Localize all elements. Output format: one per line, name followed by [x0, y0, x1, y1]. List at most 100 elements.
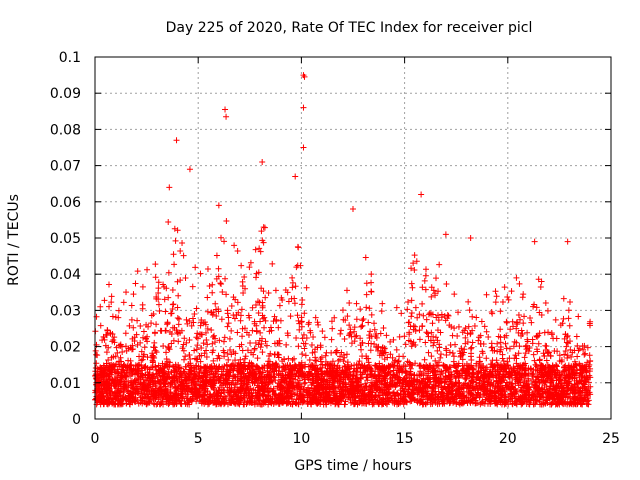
data-point — [175, 321, 182, 328]
data-point — [436, 261, 443, 268]
data-point — [477, 340, 484, 347]
data-point — [213, 313, 220, 320]
data-point — [575, 397, 582, 404]
data-point — [162, 308, 169, 315]
data-point — [537, 284, 544, 291]
data-point — [547, 373, 554, 380]
data-point — [587, 357, 594, 364]
data-point — [179, 345, 186, 352]
data-point — [536, 397, 543, 404]
data-point — [539, 385, 546, 392]
data-point — [404, 358, 411, 365]
data-point — [271, 313, 278, 320]
data-point — [301, 380, 308, 387]
data-point — [269, 378, 276, 385]
data-point — [92, 365, 99, 372]
data-point — [312, 314, 319, 321]
data-point — [434, 347, 441, 354]
data-point — [436, 341, 443, 348]
data-point — [372, 392, 379, 399]
data-point — [214, 398, 221, 405]
data-point — [433, 334, 440, 341]
data-point — [489, 370, 496, 377]
data-point — [437, 351, 444, 358]
data-point — [138, 389, 145, 396]
data-point — [351, 328, 358, 335]
data-point — [323, 385, 330, 392]
data-point — [168, 331, 175, 338]
data-point — [387, 351, 394, 358]
data-point — [587, 391, 594, 398]
data-point — [466, 307, 473, 314]
data-point — [402, 383, 409, 390]
data-point — [397, 387, 404, 394]
data-point — [176, 315, 183, 322]
data-point — [228, 393, 235, 400]
data-point — [163, 356, 170, 363]
data-point — [262, 294, 269, 301]
data-point — [387, 338, 394, 345]
data-point — [279, 368, 286, 375]
data-point — [253, 274, 260, 281]
data-point — [362, 395, 369, 402]
data-point — [481, 374, 488, 381]
data-point — [390, 336, 397, 343]
data-point — [441, 362, 448, 369]
data-point — [230, 312, 237, 319]
data-point — [422, 286, 429, 293]
data-point — [236, 401, 243, 408]
data-point — [255, 309, 262, 316]
data-point — [304, 394, 311, 401]
data-point — [331, 314, 338, 321]
data-point — [517, 379, 524, 386]
data-point — [132, 395, 139, 402]
data-point — [122, 343, 129, 350]
data-point — [115, 314, 122, 321]
data-point — [533, 397, 540, 404]
data-point — [220, 338, 227, 345]
data-point — [203, 347, 210, 354]
data-point — [429, 364, 436, 371]
data-point — [280, 372, 287, 379]
data-point — [549, 400, 556, 407]
data-point — [497, 343, 504, 350]
data-point — [368, 271, 375, 278]
data-point — [259, 312, 266, 319]
data-point — [409, 395, 416, 402]
data-point — [135, 376, 142, 383]
data-point — [444, 315, 451, 322]
data-point — [324, 361, 331, 368]
data-point — [123, 347, 130, 354]
data-point — [524, 381, 531, 388]
data-point — [140, 328, 147, 335]
data-point — [200, 340, 207, 347]
data-point — [312, 357, 319, 364]
data-point — [393, 346, 400, 353]
data-point — [476, 393, 483, 400]
data-point — [425, 349, 432, 356]
data-point — [432, 382, 439, 389]
data-point — [540, 350, 547, 357]
data-point — [400, 401, 407, 408]
data-point — [99, 388, 106, 395]
data-point — [419, 300, 426, 307]
data-point — [211, 385, 218, 392]
data-point — [421, 364, 428, 371]
data-point — [171, 367, 178, 374]
data-point — [221, 238, 228, 245]
data-point — [370, 399, 377, 406]
data-point — [261, 386, 268, 393]
data-point — [504, 294, 511, 301]
data-point — [199, 397, 206, 404]
data-point — [202, 398, 209, 405]
data-point — [462, 334, 469, 341]
data-point — [542, 397, 549, 404]
data-point — [519, 331, 526, 338]
data-point — [411, 252, 418, 259]
data-point — [234, 299, 241, 306]
data-point — [411, 267, 418, 274]
data-point — [498, 377, 505, 384]
data-point — [150, 371, 157, 378]
data-point — [477, 401, 484, 408]
